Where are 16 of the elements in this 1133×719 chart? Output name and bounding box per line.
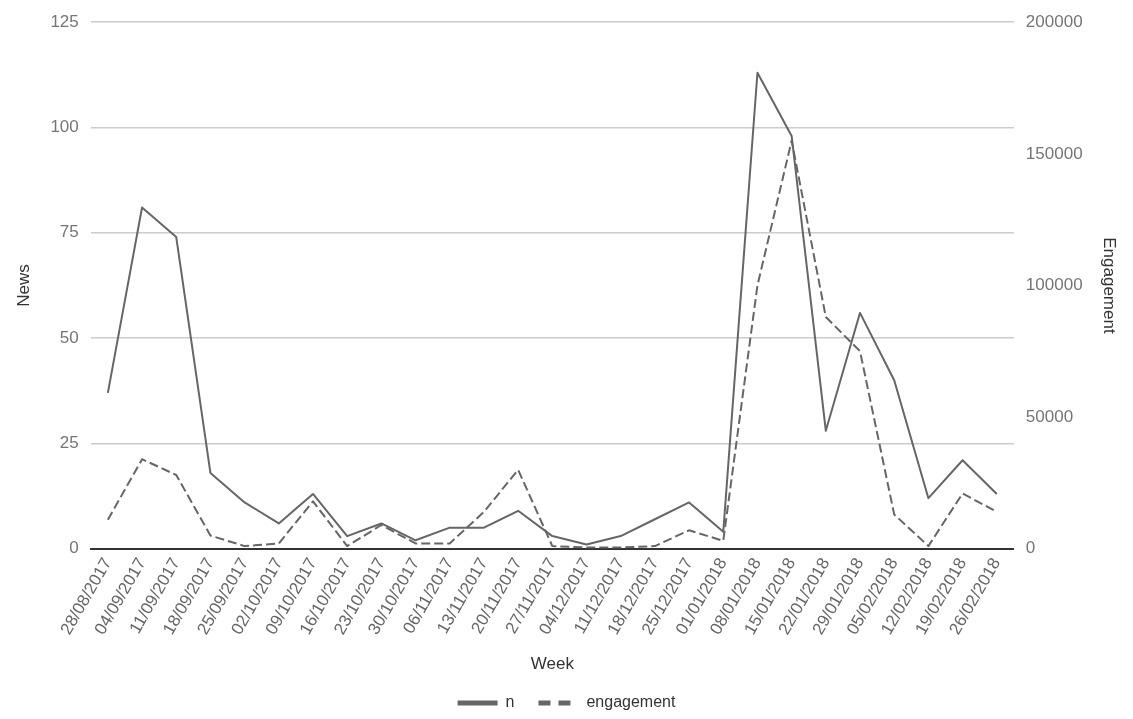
y-tick-label: 100 <box>50 117 79 137</box>
y-tick-label: 125 <box>50 11 79 31</box>
y2-tick-label: 200000 <box>1025 11 1083 31</box>
legend-label: engagement <box>586 693 676 711</box>
y-tick-label: 75 <box>59 222 79 242</box>
y-tick-label: 0 <box>69 538 79 558</box>
x-axis-title: Week <box>530 654 575 674</box>
legend-label: n <box>505 693 515 711</box>
y2-tick-label: 0 <box>1025 538 1036 558</box>
y2-tick-label: 100000 <box>1025 275 1083 295</box>
y2-tick-label: 150000 <box>1025 143 1083 163</box>
y2-tick-label: 50000 <box>1025 406 1074 426</box>
y2-axis-title: Engagement <box>1100 237 1120 334</box>
y-tick-label: 25 <box>59 433 79 453</box>
y-tick-label: 50 <box>59 327 79 347</box>
y-axis-title: News <box>13 264 33 307</box>
